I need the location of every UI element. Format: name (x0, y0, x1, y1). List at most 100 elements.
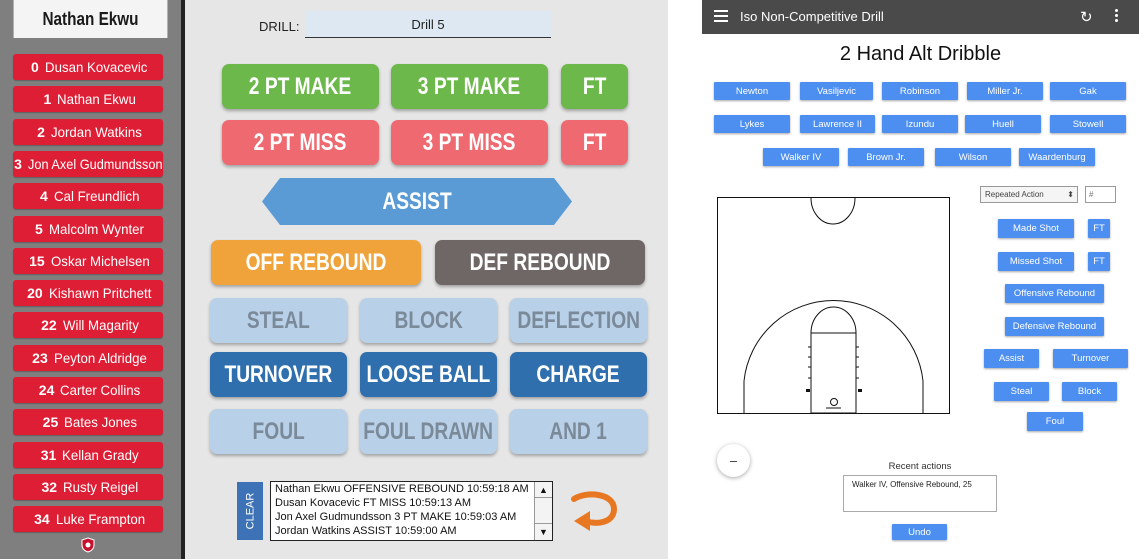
three-pt-make-button[interactable]: 3 PT MAKE (391, 64, 548, 109)
assist-button-right[interactable]: Assist (984, 349, 1039, 368)
steal-button-right[interactable]: Steal (994, 382, 1049, 401)
made-ft-button[interactable]: FT (1088, 219, 1110, 238)
player-button[interactable]: 2 Jordan Watkins (13, 118, 163, 145)
block-button[interactable]: BLOCK (360, 298, 497, 343)
player-button[interactable]: 32 Rusty Reigel (13, 473, 163, 500)
loose-ball-button[interactable]: LOOSE BALL (360, 352, 497, 397)
player-button-izundu[interactable]: Izundu (882, 115, 958, 133)
player-button-robinson[interactable]: Robinson (882, 82, 958, 100)
player-button-vasiljevic[interactable]: Vasiljevic (800, 82, 873, 100)
log-scrollbar[interactable]: ▲ ▼ (534, 482, 552, 540)
player-button-stowell[interactable]: Stowell (1050, 115, 1126, 133)
player-button[interactable]: 20 Kishawn Pritchett (13, 280, 163, 307)
player-button-walker-iv[interactable]: Walker IV (763, 148, 839, 166)
recent-actions-box[interactable]: Walker IV, Offensive Rebound, 25 (843, 475, 997, 512)
two-pt-make-button[interactable]: 2 PT MAKE (222, 64, 379, 109)
menu-icon[interactable] (714, 10, 728, 22)
team-logo-icon (81, 537, 95, 553)
drill-input[interactable] (305, 11, 551, 38)
player-button[interactable]: 31 Kellan Grady (13, 441, 163, 468)
player-button[interactable]: 22 Will Magarity (13, 312, 163, 339)
deflection-button[interactable]: DEFLECTION (510, 298, 647, 343)
steal-button[interactable]: STEAL (210, 298, 347, 343)
player-number: 24 (38, 382, 55, 398)
foul-drawn-button[interactable]: FOUL DRAWN (360, 409, 497, 454)
player-name: Carter Collins (60, 382, 141, 398)
player-name: Will Magarity (62, 317, 139, 334)
foul-button[interactable]: FOUL (210, 409, 347, 454)
player-number: 1 (43, 91, 52, 108)
half-court-diagram[interactable] (717, 197, 950, 414)
player-button[interactable]: 23 Peyton Aldridge (13, 344, 163, 371)
select-chevron-icon: ⬍ (1067, 190, 1074, 199)
player-button-lykes[interactable]: Lykes (714, 115, 790, 133)
foul-button-right[interactable]: Foul (1027, 412, 1083, 431)
block-button-right[interactable]: Block (1062, 382, 1117, 401)
player-button-huell[interactable]: Huell (965, 115, 1041, 133)
player-number: 2 (37, 123, 45, 140)
roster-panel: Nathan Ekwu 0 Dusan Kovacevic 1 Nathan Ekwu… (0, 0, 181, 559)
player-number: 23 (32, 349, 48, 366)
player-name: Luke Frampton (55, 511, 145, 528)
turnover-button[interactable]: TURNOVER (210, 352, 347, 397)
player-button[interactable]: 25 Bates Jones (13, 409, 163, 436)
action-type-select[interactable]: Repeated Action ⬍ (980, 186, 1078, 203)
offensive-rebound-button[interactable]: Offensive Rebound (1005, 284, 1104, 303)
undo-arrow-icon[interactable] (570, 489, 620, 531)
drill-tracker-app: Iso Non-Competitive Drill ↻ 2 Hand Alt D… (702, 0, 1139, 559)
off-rebound-button[interactable]: OFF REBOUND (211, 240, 421, 285)
defensive-rebound-button[interactable]: Defensive Rebound (1005, 317, 1104, 336)
roster-divider (181, 0, 185, 559)
app-toolbar: Iso Non-Competitive Drill ↻ (702, 0, 1139, 34)
ft-miss-button[interactable]: FT (561, 120, 628, 165)
player-button[interactable]: 15 Oskar Michelsen (13, 247, 163, 274)
player-button[interactable]: 4 Cal Freundlich (13, 183, 163, 210)
player-button-wilson[interactable]: Wilson (935, 148, 1011, 166)
three-pt-miss-button[interactable]: 3 PT MISS (391, 120, 548, 165)
player-button[interactable]: 5 Malcolm Wynter (13, 215, 163, 242)
action-log[interactable]: Nathan Ekwu OFFENSIVE REBOUND 10:59:18 A… (270, 481, 553, 541)
scroll-up-icon[interactable]: ▲ (535, 482, 552, 498)
player-button[interactable]: 1 Nathan Ekwu (13, 86, 163, 113)
ft-make-button[interactable]: FT (561, 64, 628, 109)
player-name: Peyton Aldridge (53, 349, 147, 366)
two-pt-miss-button[interactable]: 2 PT MISS (222, 120, 379, 165)
player-button[interactable]: 34 Luke Frampton (13, 506, 163, 533)
player-name: Bates Jones (64, 414, 138, 431)
def-rebound-button[interactable]: DEF REBOUND (435, 240, 645, 285)
player-name: Malcolm Wynter (48, 220, 144, 237)
player-name: Kellan Grady (62, 446, 139, 463)
assist-button[interactable]: ASSIST (262, 178, 572, 225)
log-entry: Jordan Watkins ASSIST 10:59:00 AM (275, 525, 457, 537)
recent-actions-label: Recent actions (888, 461, 952, 472)
player-button-newton[interactable]: Newton (714, 82, 790, 100)
player-button[interactable]: 24 Carter Collins (13, 377, 163, 403)
player-number-input[interactable] (1085, 186, 1116, 203)
undo-button[interactable]: Undo (892, 524, 947, 540)
more-vert-icon[interactable] (1115, 9, 1119, 23)
charge-button[interactable]: CHARGE (510, 352, 647, 397)
player-number: 25 (42, 414, 59, 431)
refresh-icon[interactable]: ↻ (1080, 9, 1093, 26)
player-button-miller-jr[interactable]: Miller Jr. (967, 82, 1043, 100)
missed-ft-button[interactable]: FT (1088, 252, 1110, 271)
player-button[interactable]: 0 Dusan Kovacevic (13, 54, 163, 80)
player-name: Dusan Kovacevic (44, 59, 148, 75)
player-button-brown-jr[interactable]: Brown Jr. (848, 148, 924, 166)
missed-shot-button[interactable]: Missed Shot (998, 252, 1074, 271)
made-shot-button[interactable]: Made Shot (998, 219, 1074, 238)
remove-minus-button[interactable]: – (717, 444, 750, 477)
turnover-button-right[interactable]: Turnover (1053, 349, 1128, 368)
and-one-button[interactable]: AND 1 (510, 409, 647, 454)
player-button-waardenburg[interactable]: Waardenburg (1019, 148, 1095, 166)
scroll-down-icon[interactable]: ▼ (535, 523, 552, 539)
player-button[interactable]: 3 Jon Axel Gudmundsson (13, 150, 163, 177)
player-number: 22 (41, 317, 57, 334)
player-button-gak[interactable]: Gak (1050, 82, 1126, 100)
player-name: Nathan Ekwu (57, 91, 137, 108)
log-entry: Nathan Ekwu OFFENSIVE REBOUND 10:59:18 A… (275, 483, 529, 495)
player-button-lawrence-ii[interactable]: Lawrence II (800, 115, 875, 133)
clear-button[interactable]: CLEAR (237, 482, 263, 540)
log-entry: Dusan Kovacevic FT MISS 10:59:13 AM (275, 497, 472, 509)
player-number: 20 (27, 285, 43, 302)
